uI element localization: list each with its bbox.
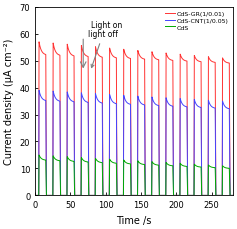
CdS	[38, 154, 41, 157]
CdS	[34, 194, 37, 197]
Line: CdS-CNT(1/0.05): CdS-CNT(1/0.05)	[35, 91, 233, 196]
CdS-CNT(1/0.05)	[38, 90, 41, 92]
CdS-GR(1/0.01)	[38, 41, 41, 44]
CdS-CNT(1/0.05)	[191, 194, 194, 197]
Line: CdS-GR(1/0.01): CdS-GR(1/0.01)	[35, 43, 233, 196]
CdS-GR(1/0.01)	[151, 52, 154, 55]
CdS-CNT(1/0.05)	[231, 194, 234, 197]
CdS-CNT(1/0.05)	[105, 194, 108, 197]
CdS-GR(1/0.01)	[191, 194, 194, 197]
Text: light off: light off	[88, 30, 118, 68]
CdS-CNT(1/0.05)	[180, 102, 183, 105]
CdS-CNT(1/0.05)	[34, 194, 37, 197]
CdS-GR(1/0.01)	[34, 194, 37, 197]
Y-axis label: Current density (μA cm⁻²): Current density (μA cm⁻²)	[4, 39, 14, 164]
CdS-CNT(1/0.05)	[151, 97, 154, 100]
CdS	[180, 164, 183, 166]
CdS-GR(1/0.01)	[159, 194, 162, 197]
CdS	[159, 194, 162, 197]
Line: CdS: CdS	[35, 155, 233, 196]
Legend: CdS-GR(1/0.01), CdS-CNT(1/0.05), CdS: CdS-GR(1/0.01), CdS-CNT(1/0.05), CdS	[164, 11, 230, 32]
CdS	[105, 194, 108, 197]
CdS	[231, 194, 234, 197]
CdS-CNT(1/0.05)	[44, 100, 47, 102]
CdS-GR(1/0.01)	[231, 194, 234, 197]
CdS-GR(1/0.01)	[180, 57, 183, 60]
CdS-GR(1/0.01)	[44, 54, 47, 57]
CdS-GR(1/0.01)	[105, 194, 108, 197]
CdS	[44, 159, 47, 162]
CdS-CNT(1/0.05)	[159, 194, 162, 197]
X-axis label: Time /s: Time /s	[116, 215, 152, 225]
CdS	[191, 194, 194, 197]
CdS	[151, 161, 154, 164]
Text: Light on: Light on	[91, 21, 122, 30]
